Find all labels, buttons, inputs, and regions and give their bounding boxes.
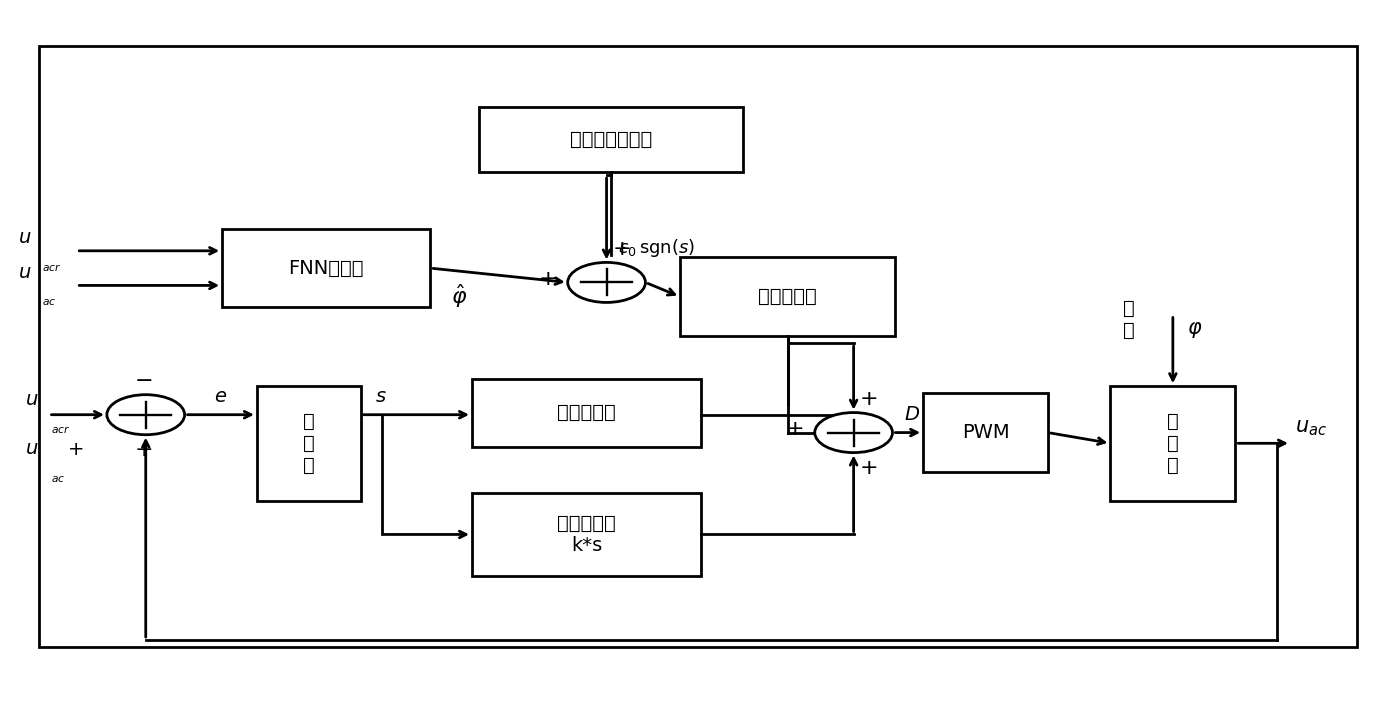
Text: $_{acr}$: $_{acr}$ xyxy=(42,258,61,273)
FancyBboxPatch shape xyxy=(222,229,430,307)
Text: 干
扰: 干 扰 xyxy=(1123,299,1134,340)
FancyBboxPatch shape xyxy=(472,379,701,447)
Text: $e$: $e$ xyxy=(214,387,228,406)
Text: $_{ac}$: $_{ac}$ xyxy=(42,292,56,307)
Text: 逆
变
器: 逆 变 器 xyxy=(1167,412,1178,475)
Text: $_{ac}$: $_{ac}$ xyxy=(51,470,65,485)
Text: $+$: $+$ xyxy=(859,389,877,409)
Circle shape xyxy=(815,413,892,453)
Text: 滑模控制项: 滑模控制项 xyxy=(557,403,616,423)
Text: $+$: $+$ xyxy=(612,239,630,259)
Text: $+$: $+$ xyxy=(786,419,804,439)
Text: FNN逼近器: FNN逼近器 xyxy=(289,259,364,277)
Text: $+$: $+$ xyxy=(133,440,153,460)
Text: $u$: $u$ xyxy=(25,438,39,458)
Circle shape xyxy=(107,395,185,435)
Text: $_{acr}$: $_{acr}$ xyxy=(51,420,71,435)
Text: $-$: $-$ xyxy=(133,369,153,389)
Text: $u_{ac}$: $u_{ac}$ xyxy=(1295,418,1327,438)
Text: $+$: $+$ xyxy=(67,440,83,459)
Text: $u$: $u$ xyxy=(18,263,32,282)
FancyBboxPatch shape xyxy=(479,107,743,172)
Text: 干扰补偿项: 干扰补偿项 xyxy=(758,287,818,306)
Text: 滑
模
面: 滑 模 面 xyxy=(303,412,315,475)
Text: $u$: $u$ xyxy=(25,390,39,409)
Text: $+$: $+$ xyxy=(539,269,557,289)
Circle shape xyxy=(568,262,645,302)
Text: $\hat{\varphi}$: $\hat{\varphi}$ xyxy=(451,282,468,310)
FancyBboxPatch shape xyxy=(923,393,1048,472)
FancyBboxPatch shape xyxy=(472,493,701,576)
Text: $+$: $+$ xyxy=(859,458,877,478)
Text: $D$: $D$ xyxy=(904,405,920,424)
FancyBboxPatch shape xyxy=(257,386,361,500)
Text: $u$: $u$ xyxy=(18,228,32,247)
Text: 线性补偿项
k*s: 线性补偿项 k*s xyxy=(557,514,616,555)
Text: $s$: $s$ xyxy=(375,387,386,406)
Text: $\varepsilon_0\,\mathrm{sgn}(s)$: $\varepsilon_0\,\mathrm{sgn}(s)$ xyxy=(618,237,695,259)
Text: $\varphi$: $\varphi$ xyxy=(1187,320,1202,340)
Text: PWM: PWM xyxy=(962,423,1009,442)
FancyBboxPatch shape xyxy=(1110,386,1235,500)
Text: 逼近误差补偿项: 逼近误差补偿项 xyxy=(569,130,652,149)
FancyBboxPatch shape xyxy=(680,257,895,336)
